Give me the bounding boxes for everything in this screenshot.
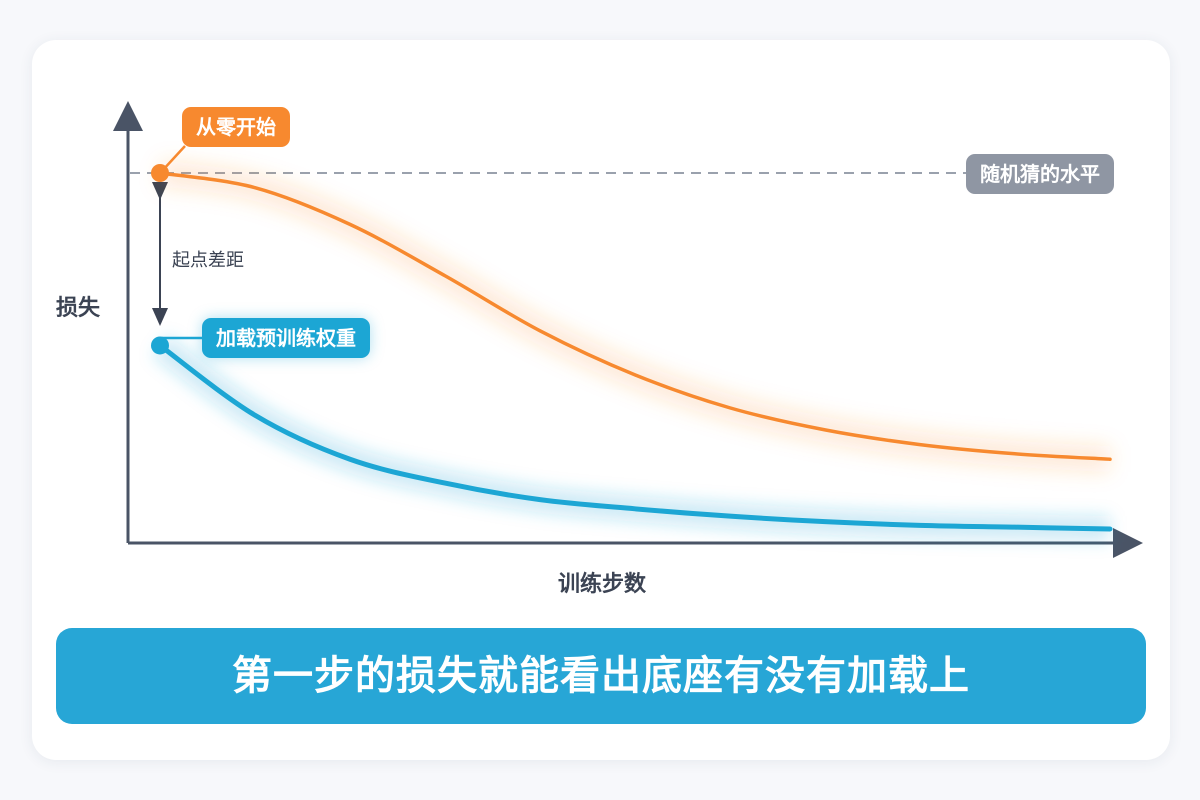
series-line-scratch [158, 171, 1112, 462]
scratch-start-point [151, 164, 169, 182]
legend-label-pretrained: 加载预训练权重 [202, 318, 370, 358]
scratch-curve-glow [158, 160, 1111, 473]
legend-label-scratch: 从零开始 [182, 107, 290, 147]
series-line-pretrained [157, 342, 1113, 532]
start-gap-label: 起点差距 [172, 250, 244, 271]
pretrained-start-point [151, 336, 169, 355]
y-axis-title: 损失 [56, 296, 101, 321]
x-axis-title: 训练步数 [558, 572, 647, 597]
reference-line-label: 随机猜的水平 [966, 154, 1114, 194]
takeaway-banner: 第一步的损失就能看出底座有没有加载上 [56, 628, 1146, 724]
